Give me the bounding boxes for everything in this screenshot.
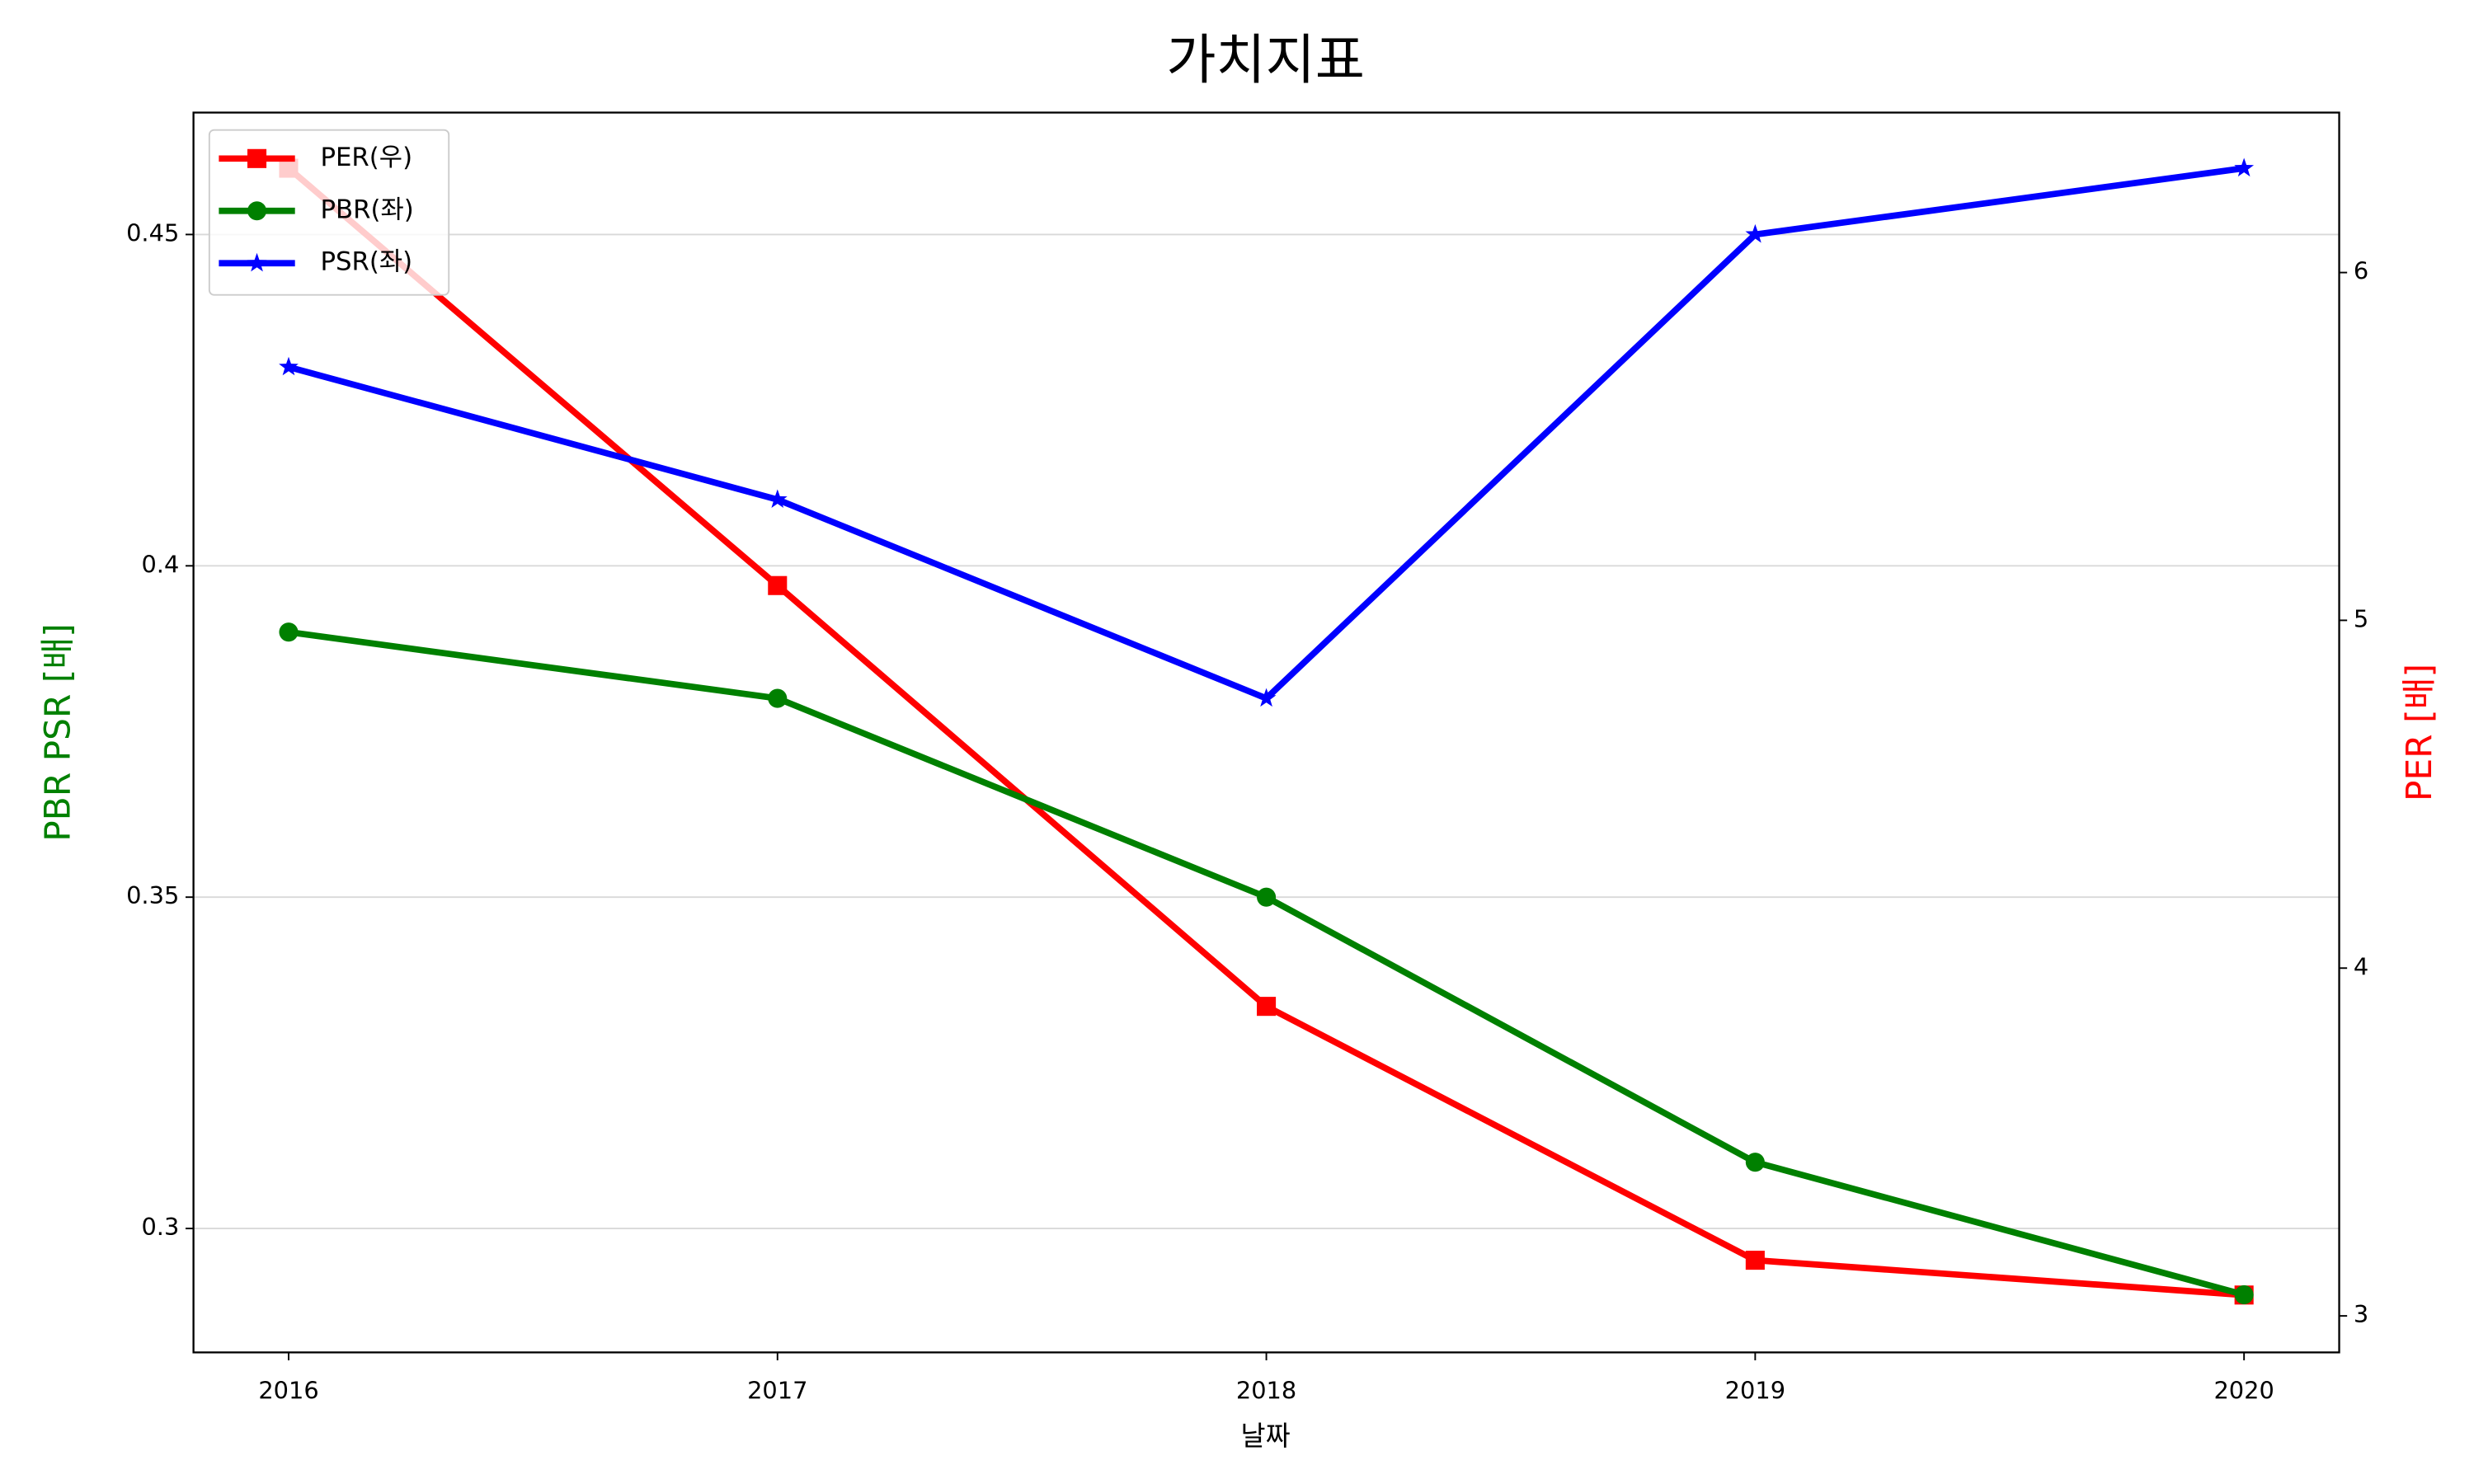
- x-axis-label: 날짜: [1241, 1421, 1291, 1452]
- plot-frame: [192, 111, 2340, 1354]
- x-tick-label: 2016: [258, 1376, 318, 1404]
- series-line: [286, 166, 2245, 1298]
- marker: [1257, 997, 1277, 1017]
- chart-title: 가치지표: [1166, 29, 1365, 92]
- x-tick-label: 2020: [2213, 1376, 2274, 1404]
- series-line: [287, 165, 2245, 702]
- y2-tick-label: 5: [2354, 604, 2368, 632]
- legend-label: PBR(좌): [320, 195, 413, 224]
- marker: [247, 201, 267, 221]
- y-tick-label: 0.45: [126, 218, 179, 247]
- y2-tick-label: 4: [2354, 952, 2368, 980]
- y2-tick-label: 3: [2354, 1300, 2368, 1328]
- marker: [279, 356, 299, 376]
- marker: [1257, 887, 1277, 907]
- marker: [247, 148, 267, 168]
- legend-label: PER(우): [320, 143, 412, 172]
- marker: [247, 252, 267, 272]
- marker: [2234, 157, 2255, 177]
- marker: [279, 622, 299, 642]
- series-line: [288, 628, 2246, 1298]
- legend-box: [208, 129, 450, 296]
- legend-label: PSR(좌): [320, 247, 412, 277]
- y-tick-label: 0.4: [141, 550, 179, 578]
- marker: [1256, 688, 1277, 707]
- x-tick-label: 2018: [1236, 1376, 1296, 1404]
- x-tick-label: 2019: [1725, 1376, 1785, 1404]
- y-tick-label: 0.3: [141, 1213, 179, 1241]
- marker: [768, 688, 788, 708]
- y2-tick-label: 6: [2354, 257, 2368, 285]
- y2-axis-label: PER [배]: [2399, 664, 2439, 801]
- x-tick-label: 2017: [747, 1376, 807, 1404]
- marker: [1745, 1153, 1765, 1172]
- marker: [2234, 1284, 2254, 1304]
- marker: [768, 575, 788, 595]
- y-axis-label: PBR PSR [배]: [38, 623, 78, 841]
- y-tick-label: 0.35: [126, 881, 179, 909]
- marker: [1745, 1251, 1765, 1270]
- marker: [1745, 223, 1766, 243]
- marker: [767, 489, 788, 509]
